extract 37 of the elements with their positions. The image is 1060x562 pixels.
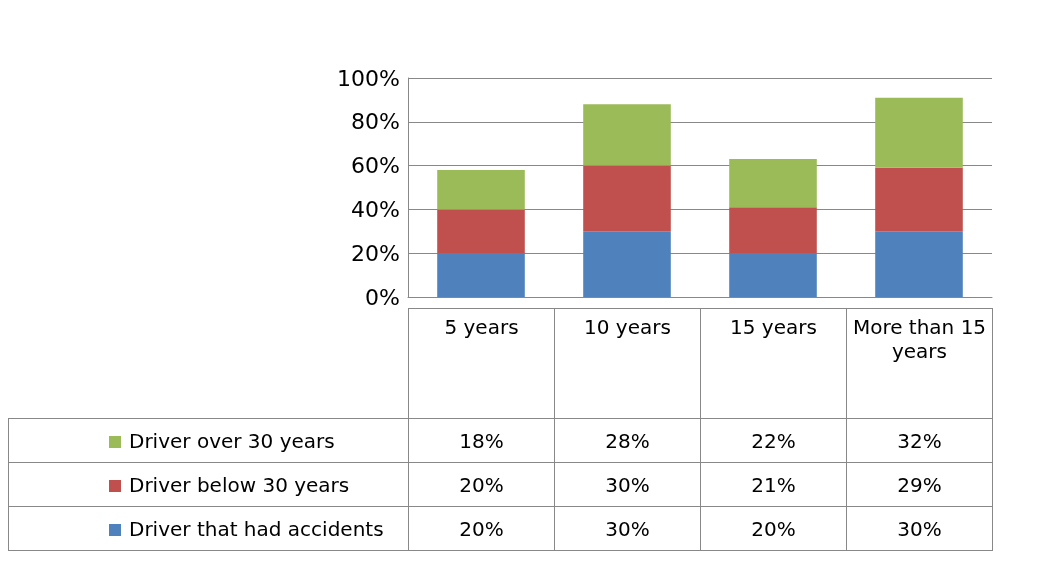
legend-label: Driver over 30 years — [8, 418, 409, 463]
bar — [729, 253, 817, 297]
data-label: 28% — [554, 418, 701, 463]
bar — [875, 97, 963, 168]
y-tick-label: 40% — [351, 196, 400, 222]
y-tick-label: 100% — [337, 65, 400, 91]
legend-label: Driver that had accidents — [8, 506, 409, 551]
bar — [583, 104, 671, 166]
x-tick-label: More than 15 years — [846, 308, 993, 419]
data-label: 18% — [408, 418, 555, 463]
y-tick-label: 20% — [351, 240, 400, 266]
data-label: 30% — [846, 506, 993, 551]
data-label: 32% — [846, 418, 993, 463]
bar — [729, 207, 817, 254]
bar — [437, 169, 525, 210]
y-tick-label: 60% — [351, 153, 400, 179]
legend-label: Driver below 30 years — [8, 462, 409, 507]
x-tick-label: 10 years — [554, 308, 701, 419]
x-tick-label: 5 years — [408, 308, 555, 419]
data-label: 20% — [700, 506, 847, 551]
y-tick-label: 80% — [351, 109, 400, 135]
bar — [437, 209, 525, 254]
data-label: 30% — [554, 506, 701, 551]
bar — [875, 231, 963, 297]
bar — [729, 159, 817, 208]
data-label: 22% — [700, 418, 847, 463]
bar — [583, 231, 671, 297]
data-label: 20% — [408, 462, 555, 507]
data-label: 30% — [554, 462, 701, 507]
bar — [875, 167, 963, 232]
x-tick-label: 15 years — [700, 308, 847, 419]
data-label: 21% — [700, 462, 847, 507]
data-label: 20% — [408, 506, 555, 551]
y-tick-label: 0% — [365, 284, 400, 310]
bar — [437, 253, 525, 297]
data-label: 29% — [846, 462, 993, 507]
bar — [583, 165, 671, 232]
